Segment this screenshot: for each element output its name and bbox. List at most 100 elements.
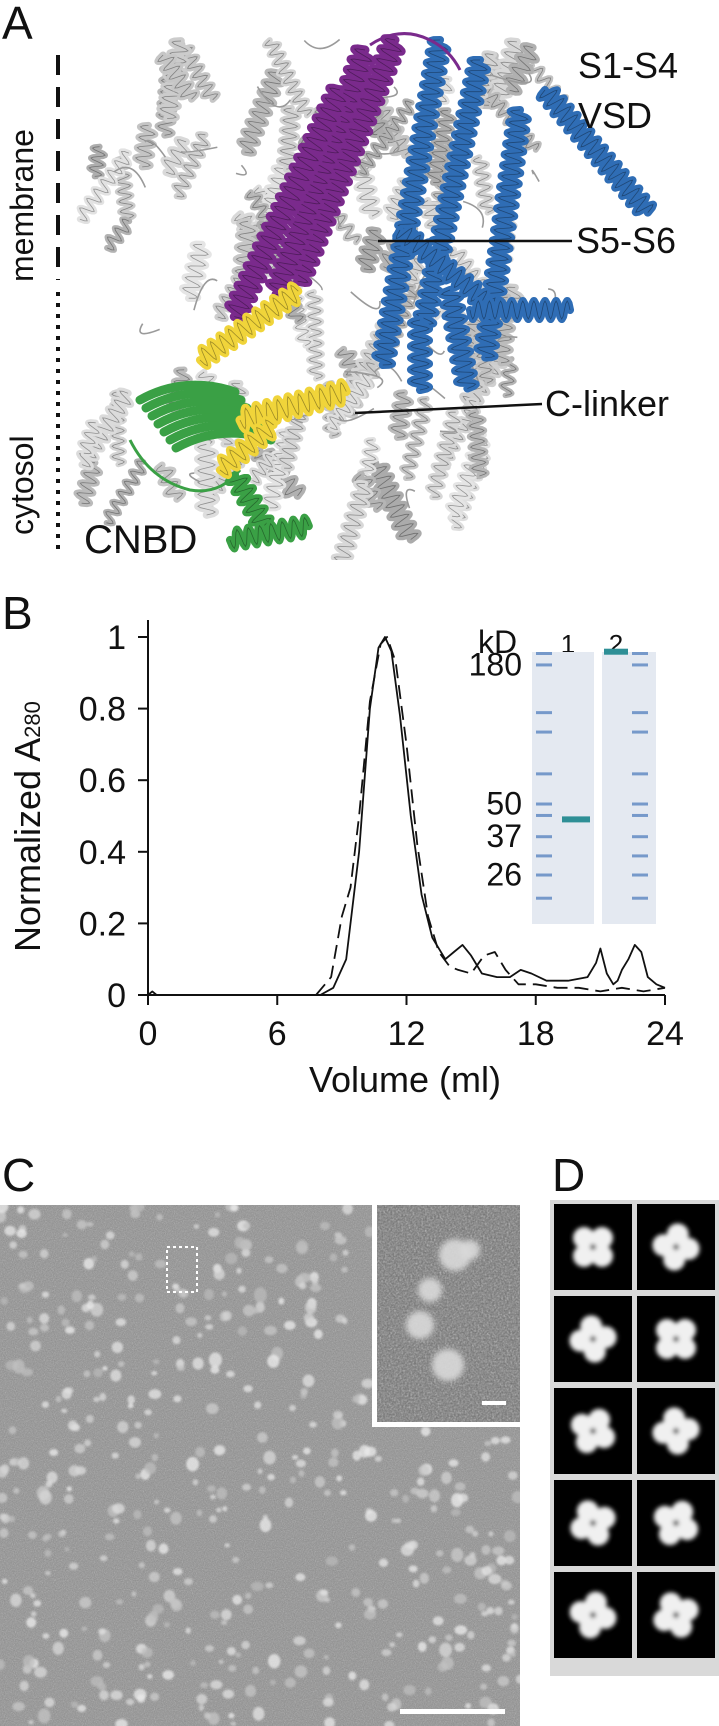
particle — [61, 1318, 70, 1327]
particle — [295, 1459, 306, 1468]
particle — [336, 1475, 343, 1482]
subunit-density — [593, 1426, 616, 1449]
particle — [391, 1518, 398, 1524]
grey-helix — [276, 104, 302, 173]
particle — [21, 1368, 33, 1377]
particle — [222, 1689, 235, 1699]
chart-series — [147, 636, 666, 996]
particle — [170, 1511, 182, 1525]
particle — [243, 1385, 253, 1393]
particle — [299, 1282, 307, 1290]
particle — [39, 1324, 50, 1332]
particle — [323, 1489, 331, 1497]
gel-marker-label: 180 — [469, 646, 522, 682]
particle — [298, 1469, 305, 1477]
particle — [359, 1444, 370, 1458]
particle — [510, 1651, 516, 1658]
particle — [30, 1611, 37, 1617]
grey-helix — [76, 148, 133, 224]
particle — [488, 1573, 502, 1585]
particle — [99, 1555, 108, 1562]
particle — [22, 1586, 34, 1595]
particle — [85, 1414, 94, 1424]
particle — [269, 1679, 276, 1686]
particle — [502, 1653, 511, 1662]
particle — [457, 1493, 469, 1503]
grey-loop — [193, 278, 218, 311]
particle — [332, 1410, 344, 1419]
particle — [204, 1315, 212, 1321]
particle — [465, 1525, 475, 1534]
particle — [228, 1664, 237, 1672]
gel-bands — [536, 648, 648, 900]
particle — [232, 1594, 243, 1605]
gel-ladder-band — [536, 802, 552, 806]
pore-density — [673, 1428, 679, 1434]
inset-particle — [460, 1240, 480, 1260]
particle — [12, 1359, 25, 1374]
gel-ladder-band — [536, 835, 552, 839]
particle — [504, 1555, 515, 1565]
particle — [348, 1544, 356, 1551]
particle — [238, 1285, 246, 1293]
particle — [365, 1509, 377, 1522]
cnbd-strand — [141, 388, 246, 413]
particle — [9, 1457, 21, 1466]
particle — [305, 1301, 317, 1314]
class-average-tile — [554, 1572, 632, 1658]
particle — [6, 1321, 16, 1331]
particle — [208, 1352, 222, 1368]
particle — [163, 1621, 171, 1628]
grey-helix-edge — [390, 392, 412, 438]
particle — [22, 1281, 34, 1292]
particle — [69, 1562, 79, 1570]
series-dashed-line — [148, 636, 666, 996]
particle — [12, 1701, 25, 1712]
particle — [412, 1579, 420, 1588]
particle — [278, 1297, 285, 1305]
particle — [30, 1340, 41, 1352]
pore-density — [673, 1612, 679, 1618]
particle — [410, 1487, 420, 1495]
particle — [364, 1226, 375, 1238]
particle — [86, 1221, 94, 1227]
class-average-density — [653, 1500, 699, 1546]
particle — [213, 1268, 225, 1280]
cnbd-domain-ribbon — [128, 380, 313, 553]
particle — [252, 1307, 260, 1314]
gel-strip-2 — [602, 652, 656, 924]
grey-helix-edge — [472, 156, 495, 213]
gel-marker-label: 50 — [486, 786, 522, 822]
class-average-tile — [637, 1296, 715, 1382]
particle — [507, 1639, 516, 1647]
gel-ladder-band — [632, 854, 648, 858]
particle — [289, 1404, 296, 1412]
gel-ladder-band — [632, 772, 648, 776]
particle — [117, 1293, 127, 1301]
particle — [351, 1588, 361, 1597]
micrograph-scale-bar — [400, 1709, 505, 1714]
particle — [1, 1513, 10, 1524]
particle — [71, 1290, 83, 1303]
particle — [439, 1642, 452, 1658]
subunit-density — [656, 1337, 678, 1359]
particle — [205, 1324, 214, 1330]
particle — [154, 1259, 167, 1269]
subunit-density — [676, 1598, 699, 1621]
grey-helix-edge — [88, 146, 106, 177]
grey-helix — [132, 121, 159, 171]
particle — [204, 1288, 214, 1301]
gel-lane-1-label: 1 — [561, 629, 575, 659]
particle — [335, 1622, 342, 1629]
particle — [86, 1300, 94, 1310]
particle — [37, 1708, 51, 1724]
particle — [284, 1497, 294, 1508]
particle — [303, 1447, 311, 1455]
grey-helix-edge — [426, 110, 455, 183]
particle — [81, 1626, 88, 1632]
particle — [381, 1693, 389, 1701]
particle — [310, 1283, 322, 1292]
particle — [30, 1592, 36, 1599]
particle — [263, 1450, 276, 1465]
